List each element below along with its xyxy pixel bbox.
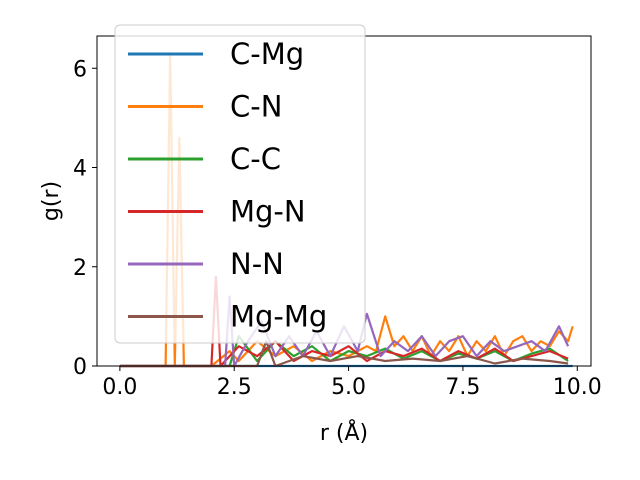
- legend-frame: [114, 24, 366, 344]
- legend-label: C-Mg: [230, 37, 304, 71]
- y-tick-label: 4: [73, 157, 87, 182]
- legend: C-Mg C-N C-C Mg-N N-N Mg-Mg: [114, 24, 366, 344]
- legend-label: N-N: [230, 247, 284, 281]
- y-tick-label: 2: [73, 256, 87, 281]
- legend-label: Mg-N: [230, 195, 306, 229]
- legend-label: C-C: [230, 142, 281, 176]
- y-tick-label: 0: [73, 355, 87, 380]
- x-axis-ticks: 0.0 2.5 5.0 7.5 10.0: [102, 366, 602, 400]
- y-axis-ticks: 0 2 4 6: [73, 57, 97, 380]
- legend-label: Mg-Mg: [230, 300, 327, 334]
- x-tick-label: 2.5: [217, 375, 252, 400]
- x-axis-label: r (Å): [320, 419, 368, 446]
- y-tick-label: 6: [73, 57, 87, 82]
- x-tick-label: 0.0: [102, 375, 137, 400]
- legend-label: C-N: [230, 90, 282, 124]
- x-tick-label: 5.0: [331, 375, 366, 400]
- series-line-5: [119, 340, 569, 368]
- x-tick-label: 10.0: [553, 375, 602, 400]
- series-line-1: [119, 52, 574, 368]
- x-tick-label: 7.5: [445, 375, 480, 400]
- y-axis-label: g(r): [39, 181, 64, 221]
